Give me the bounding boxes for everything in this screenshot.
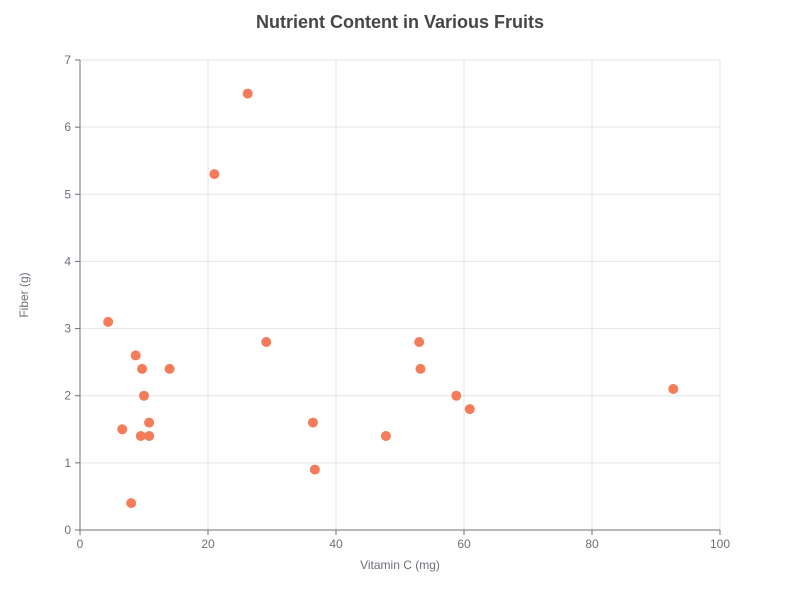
x-tick-label: 60 [457,537,471,551]
data-point [209,169,220,180]
data-point [103,316,114,327]
data-point [415,363,426,374]
x-tick-label: 40 [329,537,343,551]
data-point [242,88,253,99]
data-point [130,350,141,361]
y-tick-label: 0 [64,523,71,537]
x-tick-label: 100 [710,537,730,551]
x-tick-label: 0 [77,537,84,551]
data-point [164,363,175,374]
data-point [414,337,425,347]
y-tick-label: 2 [64,389,71,403]
y-tick-label: 6 [64,120,71,134]
data-point [144,431,155,441]
grid [80,59,721,530]
y-tick-label: 5 [64,187,71,201]
data-point [380,431,391,441]
chart-title: Nutrient Content in Various Fruits [255,12,544,32]
x-tick-label: 80 [585,537,599,551]
data-point [668,384,679,394]
x-axis-title: Vitamin C (mg) [360,558,440,572]
y-tick-label: 1 [64,456,71,470]
data-points [103,88,679,509]
data-point [126,498,137,509]
data-point [464,404,475,415]
data-point [139,390,149,401]
axes: 0 20 40 60 80 100 0 1 2 3 4 5 6 7 [64,53,730,551]
data-point [307,417,318,428]
y-axis-title: Fiber (g) [17,272,31,317]
data-point [309,464,320,475]
data-point [144,417,155,428]
data-point [261,337,272,347]
y-tick-label: 4 [64,254,71,268]
data-point [137,363,148,374]
data-point [117,424,128,435]
data-point [135,431,146,441]
data-point [451,390,462,401]
y-tick-label: 3 [64,322,71,336]
x-tick-label: 20 [201,537,215,551]
y-tick-label: 7 [64,53,71,67]
